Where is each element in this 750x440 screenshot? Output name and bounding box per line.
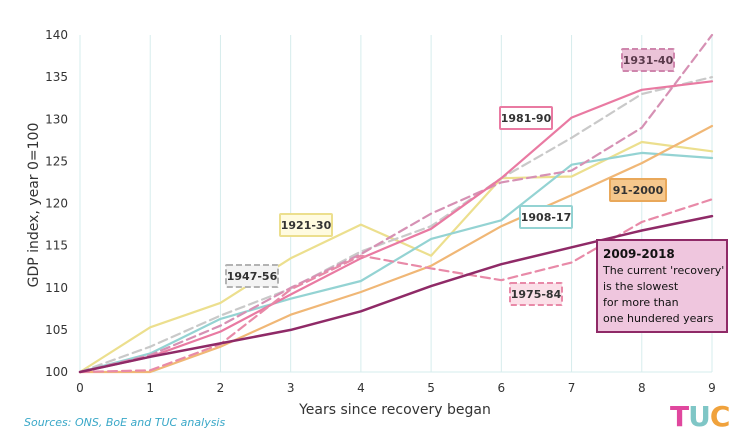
y-tick-label: 115 (45, 239, 68, 253)
y-tick-label: 135 (45, 70, 68, 84)
series-line-1981-90 (78, 80, 714, 374)
label-box (225, 264, 279, 288)
series-line-1908-17 (78, 151, 714, 374)
label-box (499, 106, 553, 130)
y-tick-label: 140 (45, 28, 68, 42)
callout: 2009-2018 The current 'recovery' is the sl… (596, 239, 728, 333)
x-tick-label: 9 (708, 381, 716, 395)
series-line-91-2000 (78, 124, 714, 374)
x-tick-label: 7 (568, 381, 576, 395)
y-axis-title: GDP index, year 0=100 (26, 123, 42, 288)
logo-letter: T (670, 400, 689, 433)
x-tick-label: 5 (427, 381, 435, 395)
label-text: 1921-30 (281, 219, 332, 232)
series-label-1908-17: 1908-17 (519, 205, 573, 229)
x-tick-label: 6 (498, 381, 506, 395)
series-labels: 1931-40 1981-90 1921-30 91-2000 1908-17 1947-… (225, 48, 675, 306)
label-text: 1981-90 (501, 112, 552, 125)
callout-line: for more than (603, 296, 679, 309)
label-box (509, 282, 563, 306)
y-tick-label: 125 (45, 154, 68, 168)
label-box (621, 48, 675, 72)
label-box (609, 178, 667, 202)
series-line-1931-40 (78, 33, 714, 374)
series-label-1931-40: 1931-40 (621, 48, 675, 72)
callout-line: The current 'recovery' (602, 264, 724, 277)
x-tick-label: 3 (287, 381, 295, 395)
series-label-1981-90: 1981-90 (499, 106, 553, 130)
series-label-91-2000: 91-2000 (609, 178, 667, 202)
x-tick-label: 4 (357, 381, 365, 395)
series-line-2009-2018 (78, 214, 714, 374)
series-label-1947-56: 1947-56 (225, 264, 279, 288)
gridlines (149, 35, 713, 372)
logo-letter: C (709, 400, 731, 433)
label-text: 91-2000 (613, 184, 664, 197)
y-tick-label: 100 (45, 365, 68, 379)
series-line-1947-56 (78, 75, 714, 374)
series-label-1975-84: 1975-84 (509, 282, 563, 306)
label-text: 1975-84 (511, 288, 562, 301)
callout-title: 2009-2018 (603, 247, 675, 261)
label-text: 1947-56 (227, 270, 278, 283)
label-text: 1908-17 (521, 211, 572, 224)
callout-line: one hundered years (603, 312, 714, 325)
y-tick-label: 105 (45, 323, 68, 337)
x-tick-label: 1 (146, 381, 154, 395)
x-tick-label: 0 (76, 381, 84, 395)
y-tick-label: 110 (45, 281, 68, 295)
label-text: 1931-40 (623, 54, 674, 67)
series-label-1921-30: 1921-30 (279, 213, 333, 237)
label-box (519, 205, 573, 229)
callout-box (596, 239, 728, 333)
series-lines (78, 33, 714, 374)
y-tick-label: 130 (45, 112, 68, 126)
logo-letter: U (688, 400, 711, 433)
x-axis-title: Years since recovery began (298, 402, 491, 418)
x-tick-label: 2 (217, 381, 225, 395)
label-box (279, 213, 333, 237)
callout-line: is the slowest (603, 280, 679, 293)
tuc-logo: TUC (670, 400, 731, 433)
y-tick-label: 120 (45, 197, 68, 211)
x-tick-label: 8 (638, 381, 646, 395)
source-note: Sources: ONS, BoE and TUC analysis (24, 416, 226, 429)
axes: 0 1 2 3 4 5 6 7 8 9 100 105 110 115 120 125 130 135 140 (45, 28, 716, 395)
